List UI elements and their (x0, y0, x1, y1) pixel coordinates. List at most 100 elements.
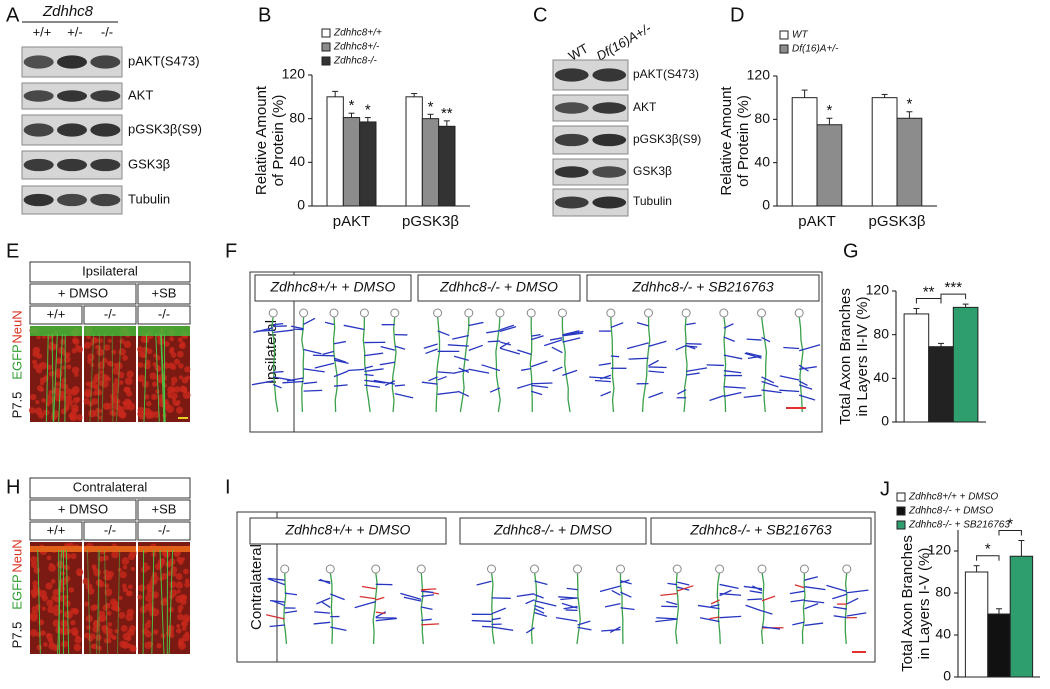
cell (170, 364, 177, 370)
branch (846, 597, 859, 605)
branch (394, 384, 406, 387)
band-label: pGSK3β(S9) (128, 121, 202, 136)
blot-band (554, 196, 589, 209)
cell (154, 563, 162, 571)
significance: ** (441, 105, 453, 122)
cell (92, 625, 100, 633)
cell (65, 388, 73, 396)
x-tick-label: pAKT (333, 213, 371, 230)
cell (130, 567, 135, 572)
cell (85, 583, 93, 590)
branch (489, 387, 501, 393)
branch (516, 593, 535, 598)
branch (709, 394, 725, 402)
cell (53, 609, 60, 616)
cell (33, 591, 38, 596)
cell (84, 388, 93, 397)
cell (39, 361, 48, 370)
cell (52, 619, 60, 627)
branch (453, 355, 469, 361)
cell (75, 344, 80, 350)
branch (531, 333, 541, 337)
cell (179, 598, 187, 606)
cell (184, 582, 190, 588)
cell (163, 341, 170, 347)
cell (171, 381, 176, 386)
cell (65, 610, 74, 619)
cell (87, 353, 95, 361)
branch (531, 384, 549, 389)
axon (155, 333, 160, 423)
branch (636, 321, 649, 327)
branch (251, 380, 274, 386)
branch (437, 391, 459, 395)
panel-letter: I (225, 476, 231, 498)
bar (791, 97, 818, 207)
cell (123, 402, 131, 410)
branch (303, 381, 318, 385)
branch (562, 337, 581, 343)
branch (626, 342, 649, 350)
y-axis-label: Total Axon Branches (899, 535, 916, 672)
lane-label: -/- (101, 24, 113, 39)
stain-label: NeuN (9, 310, 24, 343)
branch (256, 329, 274, 332)
blot-band (90, 55, 121, 69)
blot-band (592, 102, 627, 114)
axon (103, 549, 109, 655)
soma (526, 308, 536, 318)
blot-band (554, 68, 589, 82)
cell (177, 604, 184, 611)
bracket (940, 293, 967, 300)
cell (59, 594, 67, 602)
cell (97, 415, 103, 420)
genotype-label: -/- (158, 306, 170, 321)
cell (84, 341, 92, 349)
cell (61, 377, 67, 384)
cell (128, 625, 136, 632)
branch (286, 377, 304, 382)
cell (169, 581, 177, 588)
axon (143, 333, 148, 423)
axon-trace (332, 315, 338, 413)
branch (364, 368, 384, 373)
soma (530, 564, 539, 574)
branch (343, 324, 365, 331)
branch (517, 349, 532, 356)
cell (73, 643, 81, 652)
branch (745, 352, 762, 357)
branch (761, 626, 781, 630)
side-label: Contralateral (73, 479, 148, 494)
soma (390, 308, 400, 318)
cell (161, 572, 168, 580)
axon (159, 549, 165, 655)
branch (610, 322, 624, 329)
header-box (29, 283, 137, 305)
blot-band (23, 90, 54, 102)
branch (719, 583, 739, 590)
branch (428, 376, 438, 382)
branch (421, 606, 433, 611)
branch (468, 368, 490, 374)
branch (677, 581, 690, 586)
group-label: Zdhhc8+/+ + DMSO (270, 279, 396, 295)
branch (272, 383, 282, 389)
bar (1009, 555, 1034, 678)
branch (521, 368, 532, 371)
cell (41, 398, 46, 403)
branch (826, 584, 847, 593)
y-tick-label: 80 (289, 109, 305, 125)
branch (562, 332, 584, 337)
branch (531, 335, 544, 341)
cell (149, 372, 157, 380)
y-tick-label: 0 (297, 197, 305, 213)
header-box (29, 477, 191, 499)
cell (76, 414, 83, 421)
cell (151, 393, 158, 400)
cell (72, 608, 79, 615)
branch (551, 346, 563, 354)
branch (656, 617, 678, 620)
cell (59, 338, 66, 345)
header-box (137, 283, 191, 305)
cell (184, 366, 191, 373)
